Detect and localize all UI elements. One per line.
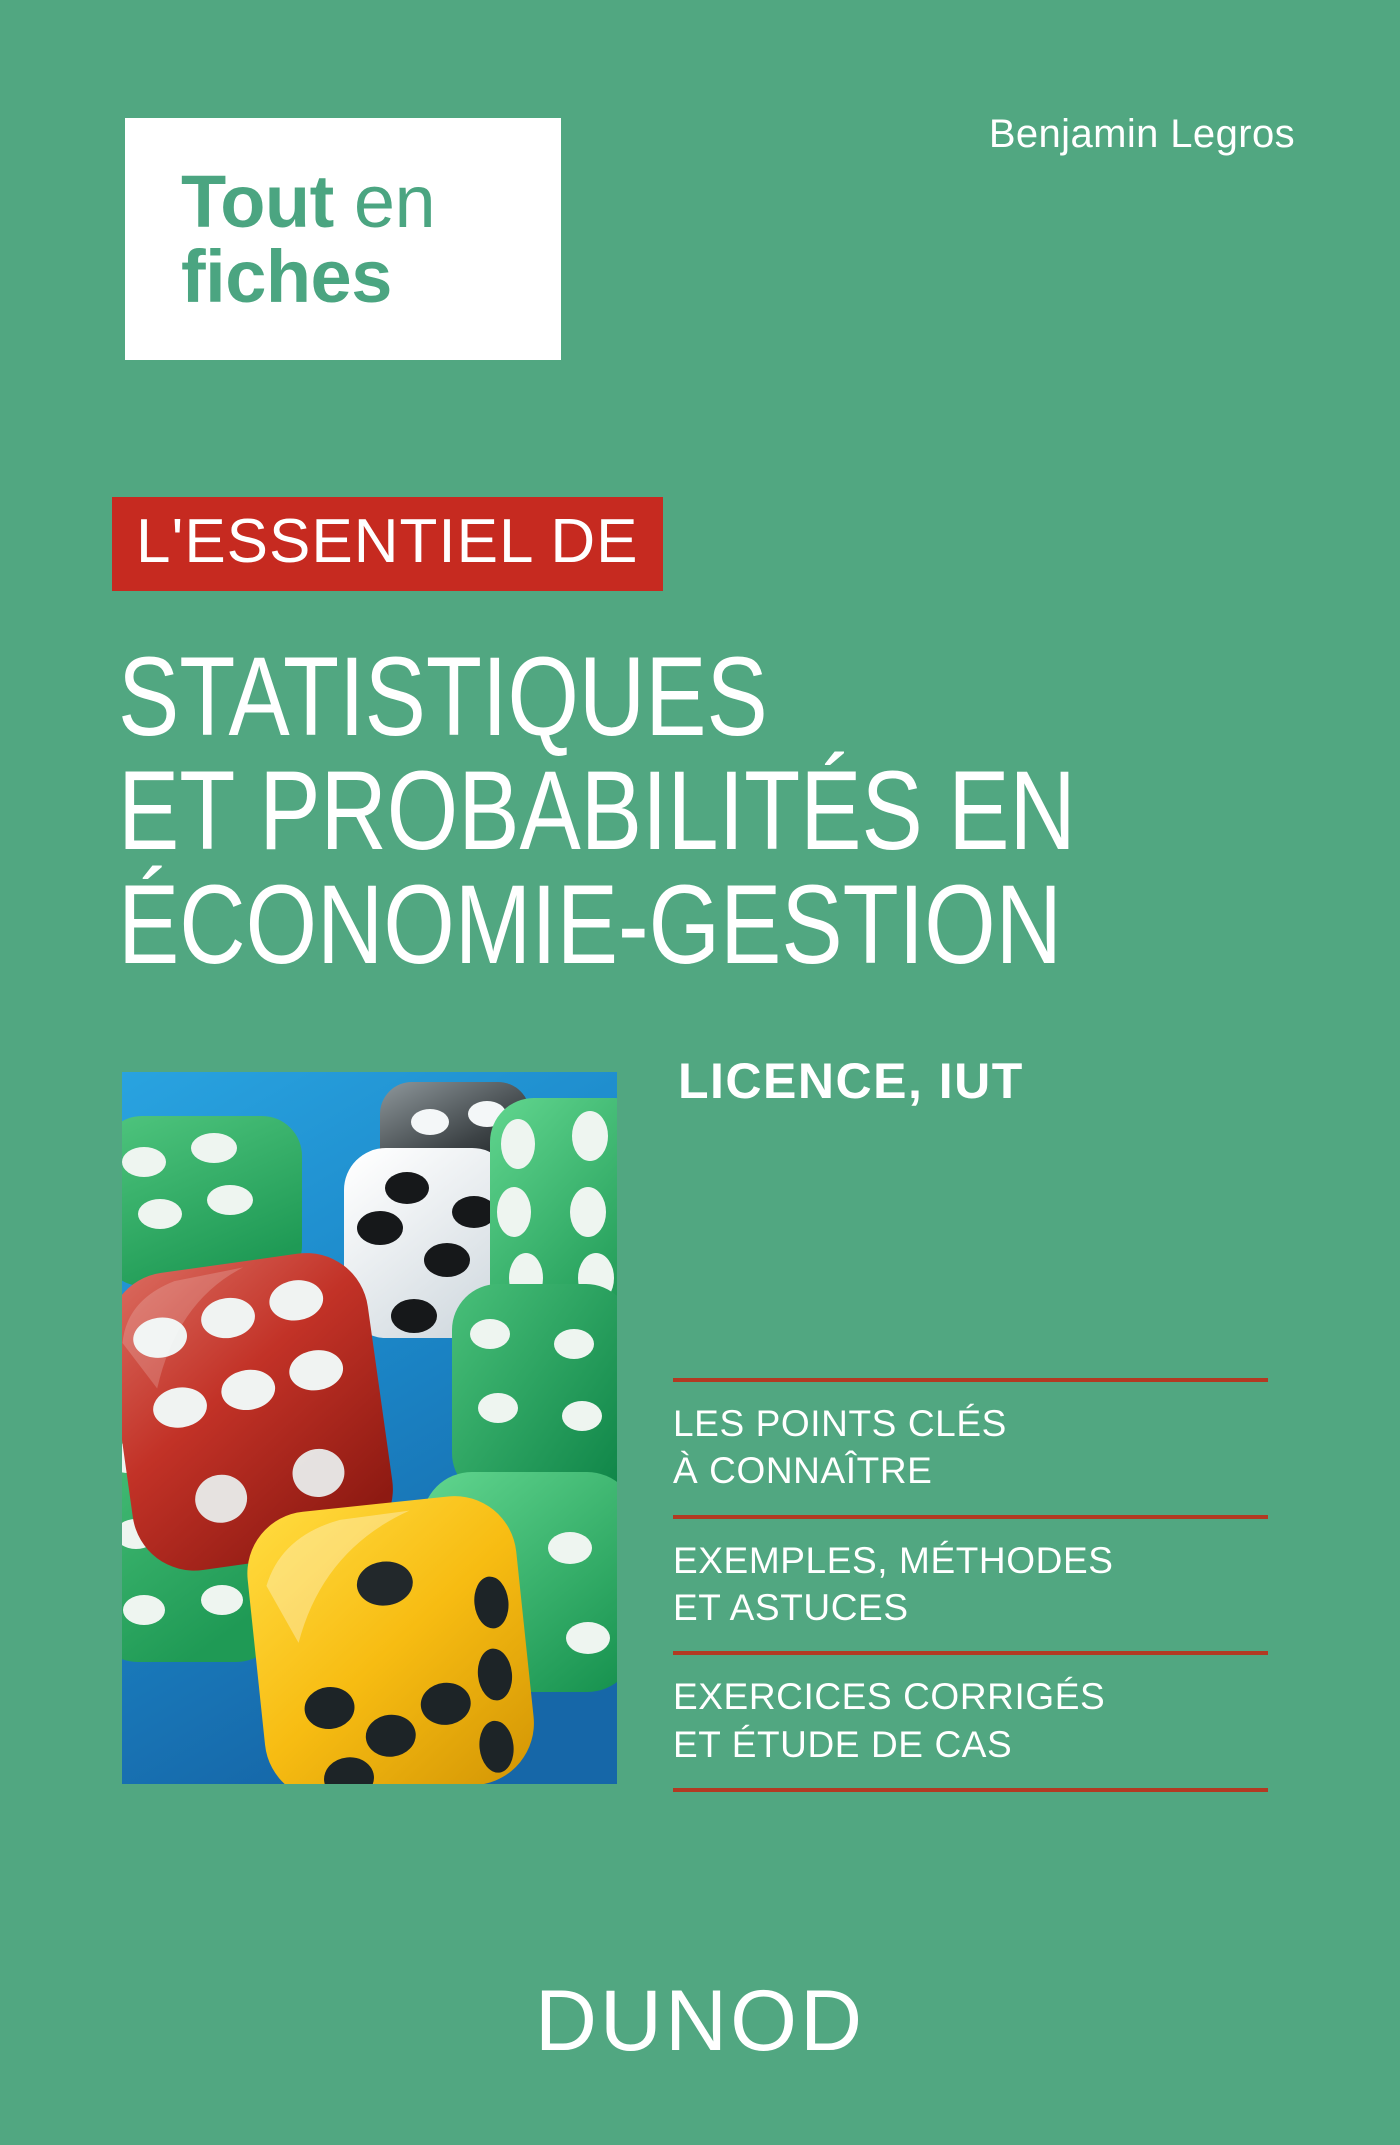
dice-photo: [122, 1072, 617, 1784]
book-title: STATISTIQUES ET PROBABILITÉS EN ÉCONOMIE…: [118, 634, 1298, 988]
feature-rule: [673, 1514, 1268, 1519]
badge-word-tout: Tout: [181, 159, 334, 243]
author-name: Benjamin Legros: [988, 112, 1295, 156]
feature-rule: [673, 1651, 1268, 1656]
badge-line-two: fiches: [181, 235, 392, 318]
badge-line-one: Tout en: [181, 164, 561, 238]
book-subtitle: LICENCE, IUT: [678, 1053, 1024, 1109]
feature-line: À CONNAÎTRE: [673, 1450, 933, 1492]
title-line-2: ET PROBABILITÉS EN: [118, 748, 1076, 874]
feature-line: ET ASTUCES: [673, 1587, 909, 1629]
series-banner: L'ESSENTIEL DE: [112, 497, 663, 591]
feature-line: EXEMPLES, MÉTHODES: [673, 1539, 1114, 1581]
feature-rule: [673, 1378, 1268, 1382]
feature-line: ET ÉTUDE DE CAS: [673, 1723, 1013, 1765]
feature-item: LES POINTS CLÉS À CONNAÎTRE: [673, 1382, 1268, 1515]
feature-item: EXEMPLES, MÉTHODES ET ASTUCES: [673, 1519, 1268, 1652]
title-line-1: STATISTIQUES: [118, 634, 768, 759]
feature-item: EXERCICES CORRIGÉS ET ÉTUDE DE CAS: [673, 1655, 1268, 1788]
feature-line: EXERCICES CORRIGÉS: [673, 1676, 1106, 1718]
feature-list: LES POINTS CLÉS À CONNAÎTRE EXEMPLES, MÉ…: [673, 1378, 1268, 1793]
title-line-3: ÉCONOMIE-GESTION: [118, 862, 1062, 988]
publisher-logo: DUNOD: [534, 1973, 866, 2069]
collection-badge: Tout en fiches: [125, 118, 561, 360]
badge-word-en: en: [353, 159, 436, 243]
feature-line: LES POINTS CLÉS: [673, 1403, 1007, 1444]
feature-rule: [673, 1788, 1268, 1793]
